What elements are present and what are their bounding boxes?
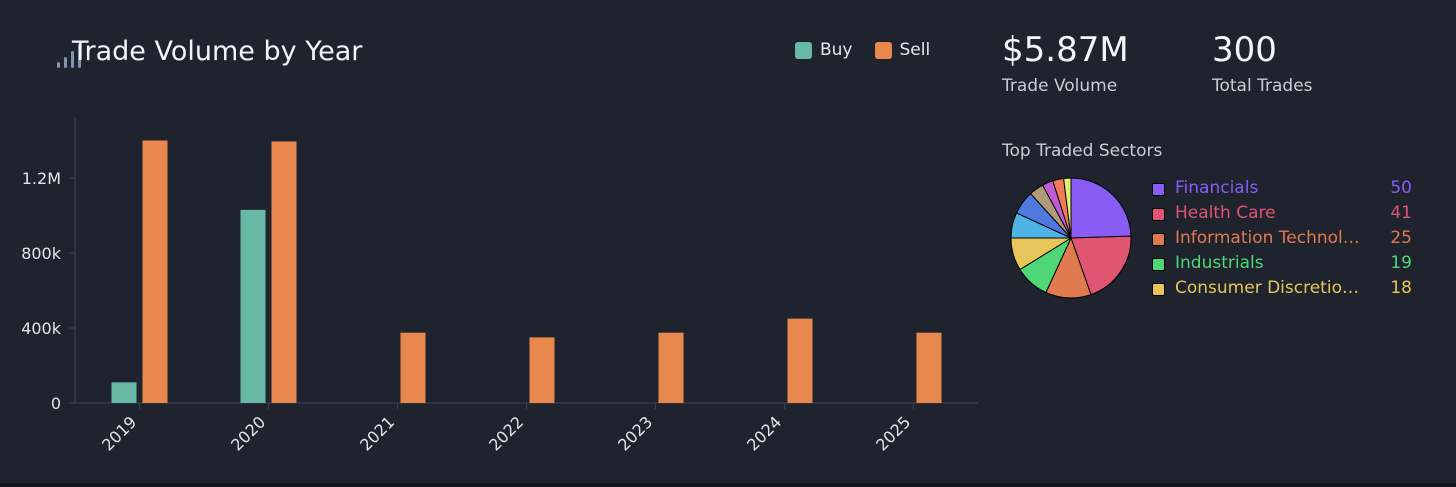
- bar-sell-2020: [271, 141, 297, 403]
- sector-row[interactable]: Consumer Discretion... 18: [1152, 278, 1412, 303]
- panel-divider: [0, 483, 1456, 487]
- x-tick-label: 2021: [356, 412, 398, 454]
- sector-row[interactable]: Health Care 41: [1152, 203, 1412, 228]
- bar-buy-2020: [240, 209, 266, 403]
- sector-name: Industrials: [1175, 253, 1264, 273]
- sector-row[interactable]: Information Technolo... 25: [1152, 228, 1412, 253]
- chart-title: Trade Volume by Year: [72, 36, 363, 67]
- pie-slice: [1070, 177, 1132, 239]
- legend-item-sell[interactable]: Sell: [874, 40, 931, 60]
- sector-swatch: [1152, 283, 1165, 296]
- stat-value: 300: [1212, 30, 1277, 70]
- sector-swatch: [1152, 208, 1165, 221]
- sector-count: 41: [1390, 203, 1412, 223]
- sector-name: Health Care: [1175, 203, 1276, 223]
- legend-item-buy[interactable]: Buy: [795, 40, 853, 60]
- legend-label-sell: Sell: [899, 40, 931, 60]
- x-tick-label: 2024: [743, 412, 785, 454]
- bar-sell-2019: [142, 140, 168, 403]
- bar-sell-2021: [400, 332, 426, 403]
- y-tick-label: 400k: [21, 319, 62, 338]
- x-tick-label: 2020: [227, 412, 269, 454]
- sector-name: Financials: [1175, 178, 1259, 198]
- sector-swatch: [1152, 258, 1165, 271]
- sector-count: 18: [1390, 278, 1412, 298]
- legend-swatch-sell: [874, 41, 892, 59]
- sector-row[interactable]: Financials 50: [1152, 178, 1412, 203]
- bar-sell-2023: [658, 332, 684, 403]
- sector-swatch: [1152, 233, 1165, 246]
- x-tick-label: 2019: [98, 412, 140, 454]
- sector-row[interactable]: Industrials 19: [1152, 253, 1412, 278]
- x-tick-label: 2022: [485, 412, 527, 454]
- stat-total-trades: 300 Total Trades: [1212, 30, 1313, 96]
- y-tick-label: 0: [51, 394, 61, 413]
- sector-count: 19: [1390, 253, 1412, 273]
- bar-sell-2024: [787, 318, 813, 403]
- x-tick-label: 2023: [614, 412, 656, 454]
- stat-label: Trade Volume: [1002, 76, 1118, 96]
- pie-slice: [1063, 177, 1072, 239]
- signal-bars-icon: [57, 44, 81, 68]
- sector-pie-chart: [1010, 177, 1132, 299]
- x-tick-label: 2025: [872, 412, 914, 454]
- bar-chart: 0 400k 800k 1.2M 2019 2020 2021 2022 2023 2024 202…: [21, 118, 978, 455]
- sector-list: Financials 50 Health Care 41 Information…: [1152, 178, 1412, 303]
- legend-swatch-buy: [795, 41, 812, 59]
- sectors-title: Top Traded Sectors: [1002, 141, 1163, 161]
- sector-count: 50: [1390, 178, 1412, 198]
- legend-label-buy: Buy: [820, 40, 853, 60]
- y-tick-label: 1.2M: [22, 169, 61, 188]
- chart-legend: Buy Sell: [795, 40, 930, 60]
- sector-count: 25: [1390, 228, 1412, 248]
- stat-trade-volume: $5.87M Trade Volume: [1002, 30, 1129, 96]
- bar-sell-2022: [529, 337, 555, 403]
- y-tick-label: 800k: [21, 244, 62, 263]
- sector-name: Information Technolo...: [1175, 228, 1365, 248]
- sector-swatch: [1152, 183, 1165, 196]
- bar-buy-2019: [111, 382, 137, 403]
- bar-sell-2025: [916, 332, 942, 403]
- stat-value: $5.87M: [1002, 30, 1129, 70]
- sector-name: Consumer Discretion...: [1175, 278, 1365, 298]
- stat-label: Total Trades: [1212, 76, 1313, 96]
